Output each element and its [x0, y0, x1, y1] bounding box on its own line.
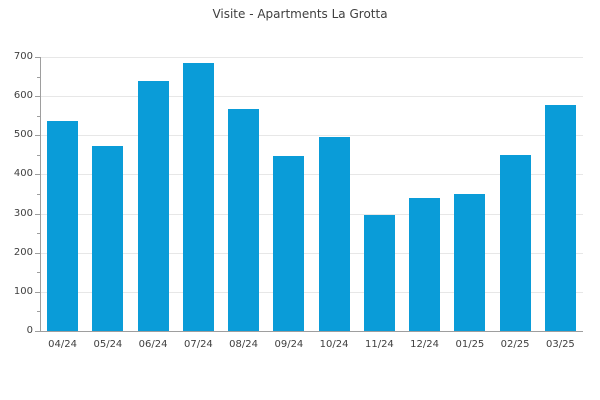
x-tick-label-04-24: 04/24 — [48, 339, 77, 350]
y-tick-minor-450 — [37, 155, 40, 156]
y-tick-label-600: 600 — [13, 90, 33, 101]
y-tick-major-100 — [35, 292, 40, 293]
chart-bar — [92, 146, 124, 331]
chart-bar — [273, 156, 305, 331]
x-tick-label-02-25: 02/25 — [500, 339, 530, 350]
y-axis-line — [40, 57, 41, 331]
x-tick-label-03-25: 03/25 — [545, 339, 575, 350]
y-tick-minor-250 — [37, 233, 40, 234]
x-tick-label-09-24: 09/24 — [274, 339, 304, 350]
y-tick-minor-550 — [37, 116, 40, 117]
gridline-y-200 — [40, 253, 583, 254]
chart-bar — [409, 197, 441, 331]
chart-bar — [182, 62, 214, 331]
y-tick-minor-50 — [37, 311, 40, 312]
x-tick-label-01-25: 01/25 — [455, 339, 485, 350]
x-tick-label-06-24: 06/24 — [138, 339, 168, 350]
y-tick-label-400: 400 — [13, 168, 33, 179]
gridline-y-500 — [40, 135, 583, 136]
x-tick-label-08-24: 08/24 — [229, 339, 258, 350]
y-tick-label-500: 500 — [13, 129, 33, 140]
x-tick-label-05-24: 05/24 — [93, 339, 123, 350]
x-tick-label-10-24: 10/24 — [319, 339, 349, 350]
y-tick-label-0: 0 — [26, 325, 33, 336]
y-tick-major-0 — [35, 331, 40, 332]
x-tick-label-11-24: 11/24 — [364, 339, 394, 350]
chart-bar — [137, 81, 169, 331]
y-tick-label-200: 200 — [13, 247, 33, 258]
x-axis-line — [40, 331, 583, 332]
gridline-y-700 — [40, 57, 583, 58]
gridline-y-100 — [40, 292, 583, 293]
y-tick-major-600 — [35, 96, 40, 97]
y-tick-major-300 — [35, 214, 40, 215]
y-tick-minor-350 — [37, 194, 40, 195]
chart-bar — [47, 120, 79, 331]
y-tick-label-300: 300 — [13, 208, 33, 219]
chart-bar — [228, 108, 260, 331]
y-tick-minor-650 — [37, 77, 40, 78]
y-tick-major-200 — [35, 253, 40, 254]
y-tick-label-700: 700 — [13, 51, 33, 62]
chart-bar — [454, 194, 486, 331]
chart-bar — [499, 154, 531, 331]
chart-bar — [363, 215, 395, 331]
x-tick-label-12-24: 12/24 — [410, 339, 439, 350]
y-tick-major-500 — [35, 135, 40, 136]
x-tick-label-07-24: 07/24 — [183, 339, 213, 350]
y-tick-major-400 — [35, 174, 40, 175]
y-tick-minor-150 — [37, 272, 40, 273]
chart-bar — [544, 105, 576, 331]
gridline-y-600 — [40, 96, 583, 97]
chart-title: Visite - Apartments La Grotta — [212, 7, 388, 21]
gridline-y-300 — [40, 214, 583, 215]
gridline-y-400 — [40, 174, 583, 175]
y-tick-label-100: 100 — [13, 286, 33, 297]
y-tick-major-700 — [35, 57, 40, 58]
chart-bar — [318, 136, 350, 331]
